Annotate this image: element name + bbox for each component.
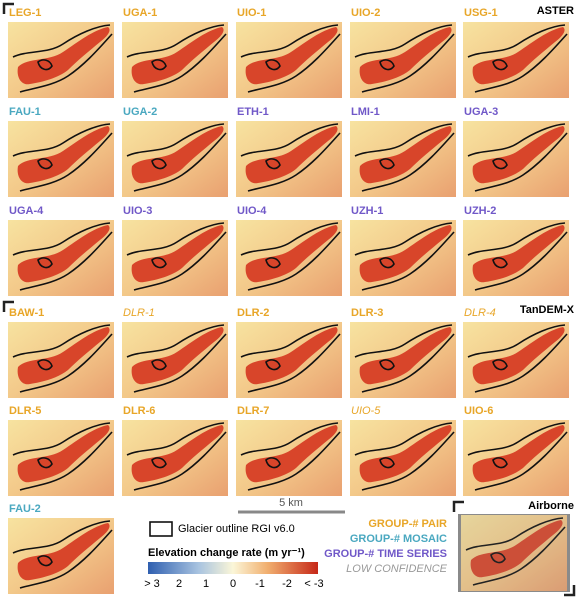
panel-map [7, 321, 115, 399]
outline-label: Glacier outline RGI v6.0 [178, 523, 295, 535]
section-title: Airborne [528, 500, 574, 512]
panel-label: DLR-7 [237, 405, 269, 417]
panel-map [235, 120, 343, 198]
panel-map [462, 419, 570, 497]
panel-map [462, 321, 570, 399]
panel-label: DLR-1 [123, 307, 155, 319]
colorbar-tick-label: 2 [176, 578, 182, 590]
panel-map [462, 21, 570, 99]
panel-map [121, 120, 229, 198]
panel-label: UIO-1 [237, 7, 266, 19]
corner-bracket [2, 300, 14, 312]
panel-map [235, 219, 343, 297]
group-legend-item: GROUP-# TIME SERIES [324, 548, 447, 560]
panel-map [7, 419, 115, 497]
outline-key [149, 521, 173, 537]
colorbar-tick-label: -2 [282, 578, 292, 590]
panel-map [235, 21, 343, 99]
panel-label: UIO-2 [351, 7, 380, 19]
panel-map [235, 321, 343, 399]
colorbar-tick-label: 0 [230, 578, 236, 590]
corner-bracket [2, 2, 14, 14]
colorbar-tick-label: -1 [255, 578, 265, 590]
panel-label: DLR-4 [464, 307, 496, 319]
panel-map [7, 21, 115, 99]
panel-label: UGA-1 [123, 7, 157, 19]
panel-map [7, 517, 115, 595]
scale-label: 5 km [279, 497, 303, 509]
panel-label: FAU-1 [9, 106, 41, 118]
panel-map [462, 120, 570, 198]
panel-label: UIO-6 [464, 405, 493, 417]
panel-label: UIO-5 [351, 405, 381, 417]
panel-map [235, 419, 343, 497]
panel-map [121, 419, 229, 497]
panel-label: UZH-2 [464, 205, 496, 217]
panel-label: DLR-6 [123, 405, 155, 417]
section-title: TanDEM-X [520, 304, 575, 316]
panel-label: BAW-1 [9, 307, 44, 319]
section-title: ASTER [537, 5, 574, 17]
colorbar-title: Elevation change rate (m yr⁻¹) [148, 547, 305, 559]
panel-label: UIO-3 [123, 205, 152, 217]
group-legend-item: GROUP-# MOSAIC [350, 533, 447, 545]
airborne-map [458, 514, 570, 592]
panel-label: LMI-1 [351, 106, 380, 118]
panel-map [7, 219, 115, 297]
corner-bracket [452, 500, 464, 512]
panel-label: FAU-2 [9, 503, 41, 515]
panel-map [7, 120, 115, 198]
panel-map [349, 21, 457, 99]
colorbar-tick-label: < -3 [304, 578, 323, 590]
panel-label: UGA-2 [123, 106, 157, 118]
panel-label: DLR-5 [9, 405, 41, 417]
panel-map [462, 219, 570, 297]
panel-label: DLR-2 [237, 307, 269, 319]
panel-map [121, 321, 229, 399]
panel-map [349, 419, 457, 497]
group-legend-item: LOW CONFIDENCE [346, 563, 448, 575]
colorbar-tick-label: > 3 [144, 578, 160, 590]
colorbar [148, 562, 318, 574]
panel-label: UGA-3 [464, 106, 498, 118]
panel-label: UGA-4 [9, 205, 44, 217]
panel-map [349, 219, 457, 297]
panel-label: UZH-1 [351, 205, 383, 217]
panel-map [349, 321, 457, 399]
colorbar-tick-label: 1 [203, 578, 209, 590]
panel-label: USG-1 [464, 7, 498, 19]
corner-bracket [564, 585, 576, 597]
panel-map [349, 120, 457, 198]
panel-map [121, 21, 229, 99]
group-legend-item: GROUP-# PAIR [368, 518, 447, 530]
panel-label: LEG-1 [9, 7, 41, 19]
panel-label: ETH-1 [237, 106, 269, 118]
panel-label: UIO-4 [237, 205, 267, 217]
panel-map [121, 219, 229, 297]
panel-label: DLR-3 [351, 307, 383, 319]
